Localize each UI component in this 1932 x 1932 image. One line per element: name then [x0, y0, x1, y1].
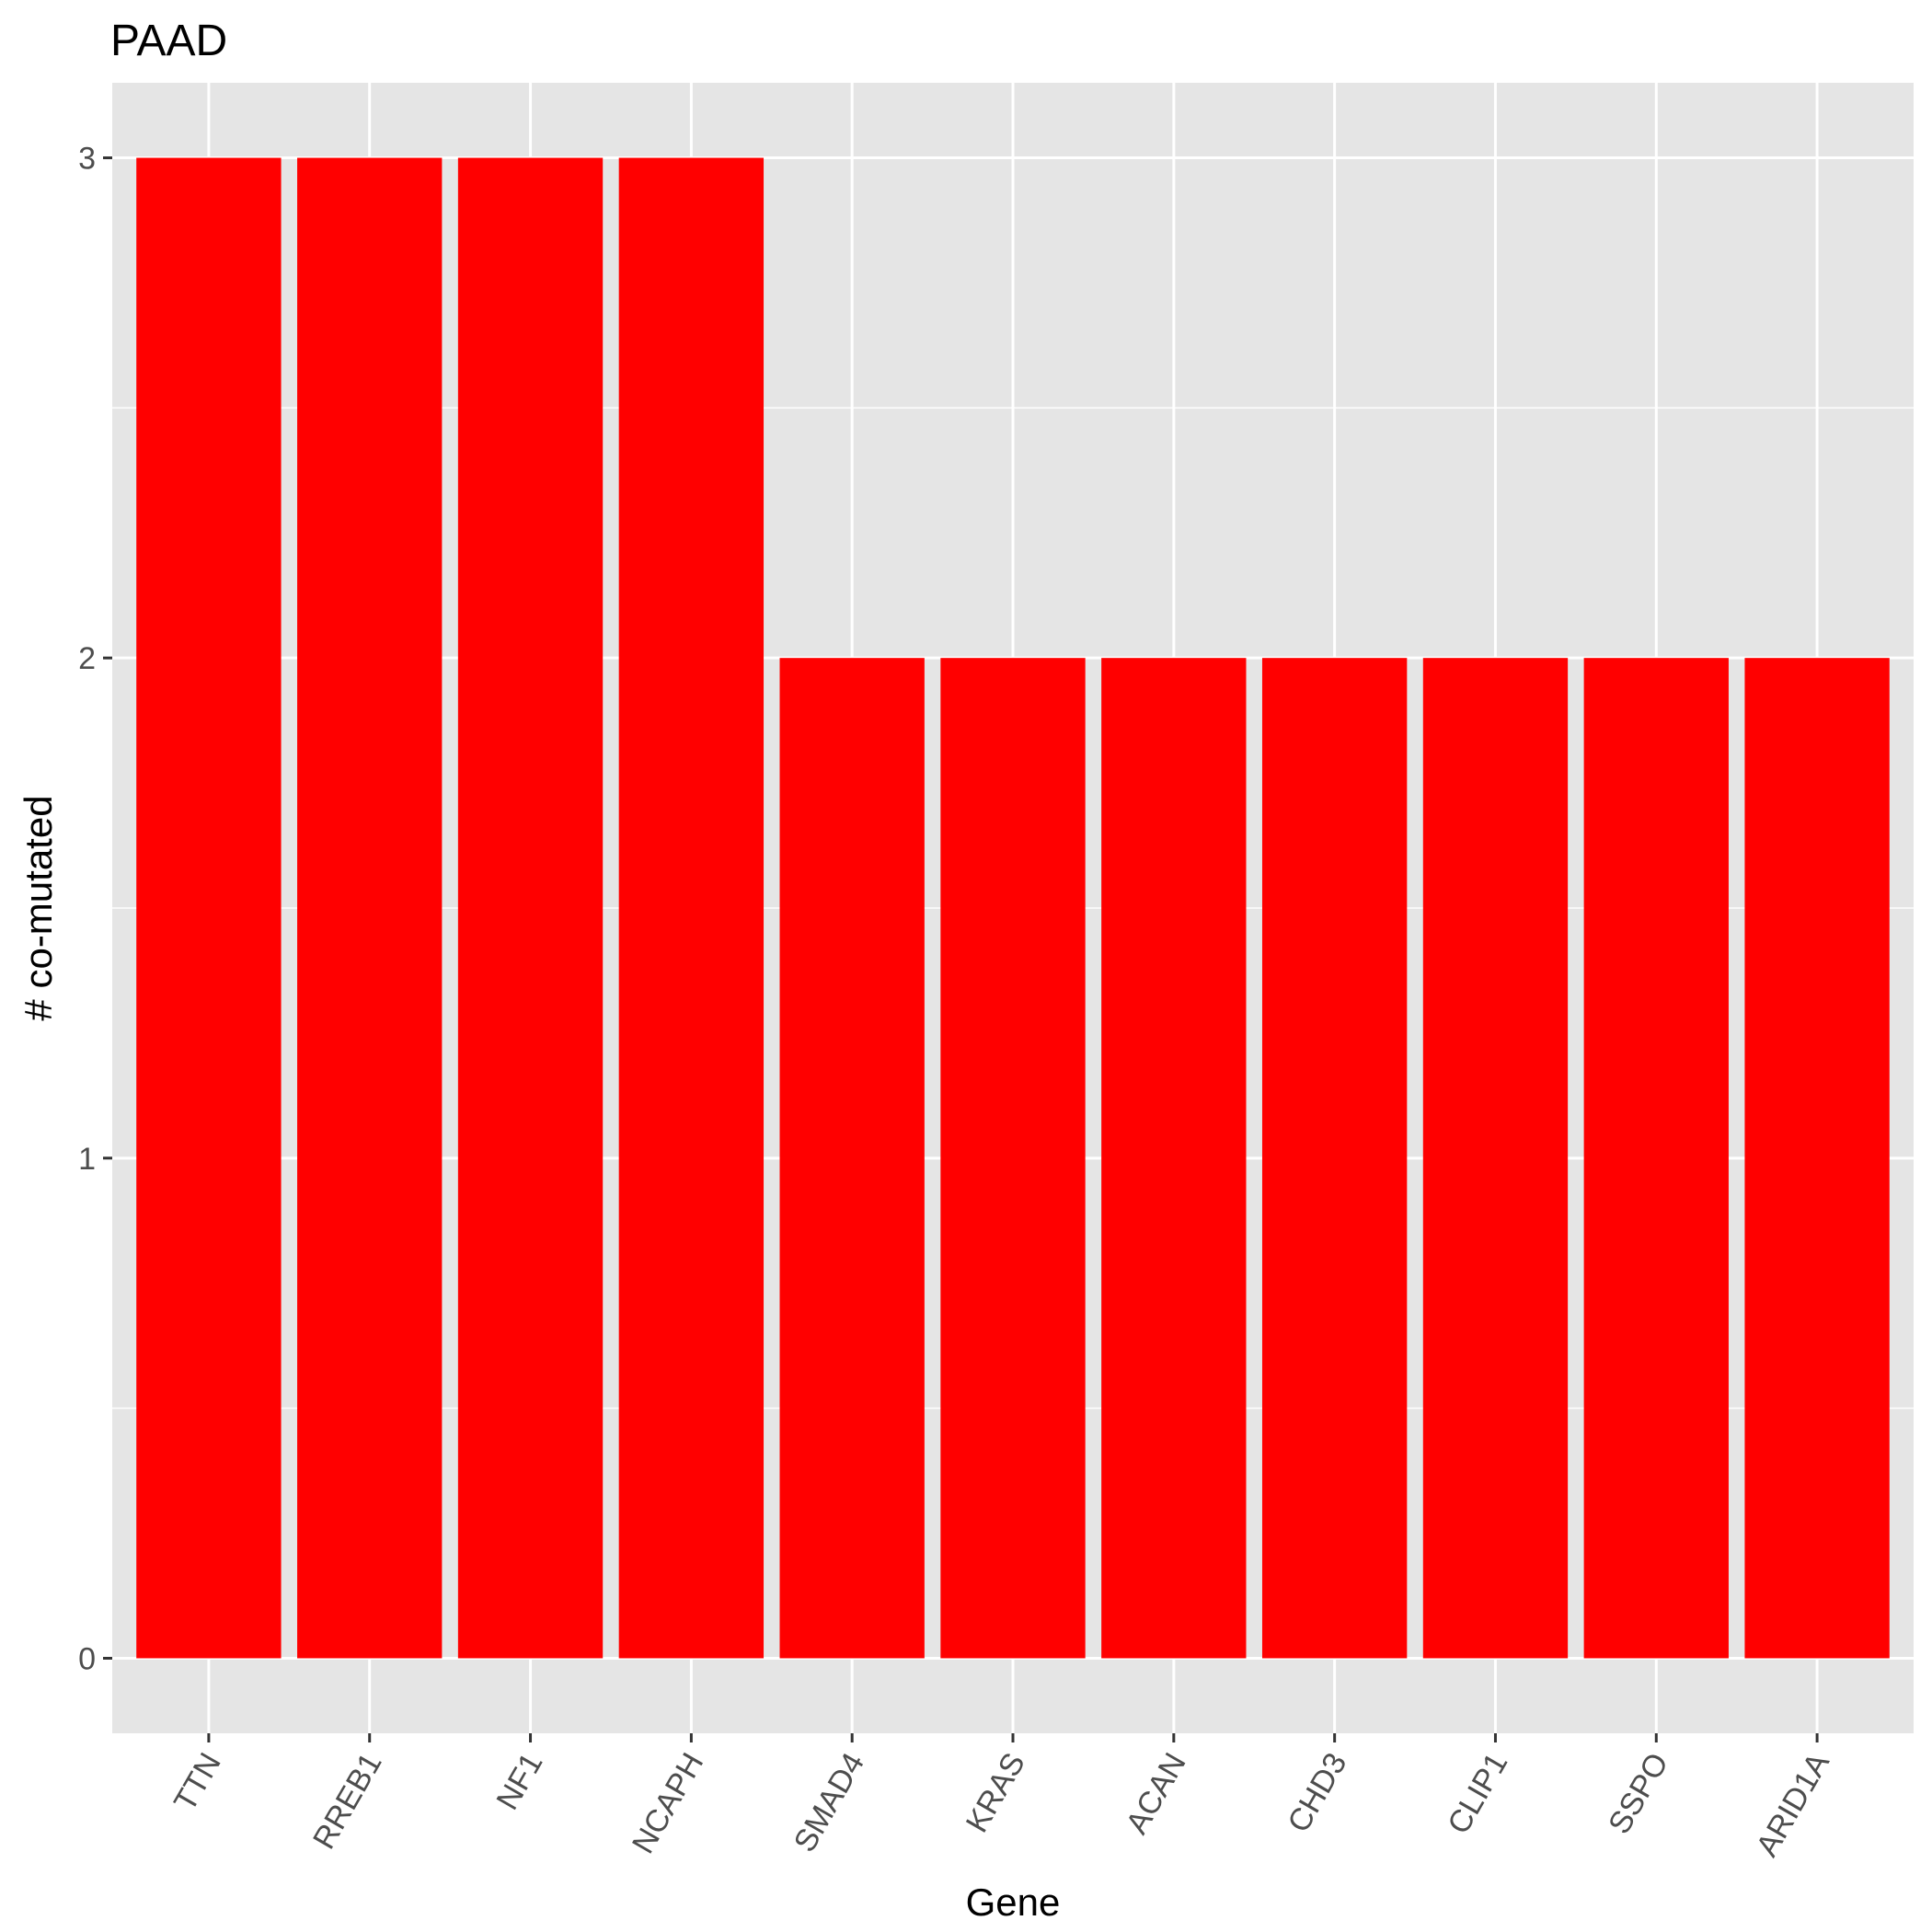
bar-nf1	[457, 157, 604, 1659]
bar-chd3	[1261, 658, 1408, 1659]
y-tick-label: 2	[78, 641, 96, 676]
x-tick-label: TTN	[167, 1747, 228, 1817]
chart-title: PAAD	[110, 17, 227, 65]
bar-kras	[940, 658, 1086, 1659]
y-axis: 0 1 2 3	[78, 142, 112, 1676]
y-tick-label: 1	[78, 1142, 96, 1177]
x-tick-label: NCAPH	[626, 1747, 710, 1859]
bar-arid1a	[1744, 658, 1890, 1659]
bar-rreb1	[297, 157, 443, 1659]
x-tick-label: SSPO	[1602, 1747, 1675, 1840]
y-axis-title: # co-mutated	[17, 795, 60, 1020]
y-tick-label: 0	[78, 1641, 96, 1676]
x-tick-label: NF1	[489, 1747, 549, 1816]
bar-clip1	[1422, 658, 1569, 1659]
bar-ncaph	[618, 157, 765, 1659]
x-tick-label: RREB1	[306, 1747, 389, 1855]
x-tick-label: SMAD4	[788, 1747, 871, 1857]
x-tick-label: KRAS	[960, 1747, 1032, 1838]
x-axis: TTN RREB1 NF1 NCAPH SMAD4 KRAS ACAN CHD3 CLIP1 SS…	[167, 1733, 1836, 1862]
x-tick-label: CLIP1	[1441, 1747, 1514, 1840]
x-axis-title: Gene	[966, 1880, 1061, 1924]
bar-smad4	[779, 658, 925, 1659]
x-tick-label: CHD3	[1281, 1747, 1353, 1838]
bar-sspo	[1583, 658, 1729, 1659]
bars	[136, 157, 1890, 1659]
bar-acan	[1101, 658, 1247, 1659]
y-tick-label: 3	[78, 142, 96, 177]
x-tick-label: ACAN	[1120, 1747, 1193, 1840]
x-tick-label: ARID1A	[1750, 1747, 1836, 1863]
bar-ttn	[136, 157, 282, 1659]
